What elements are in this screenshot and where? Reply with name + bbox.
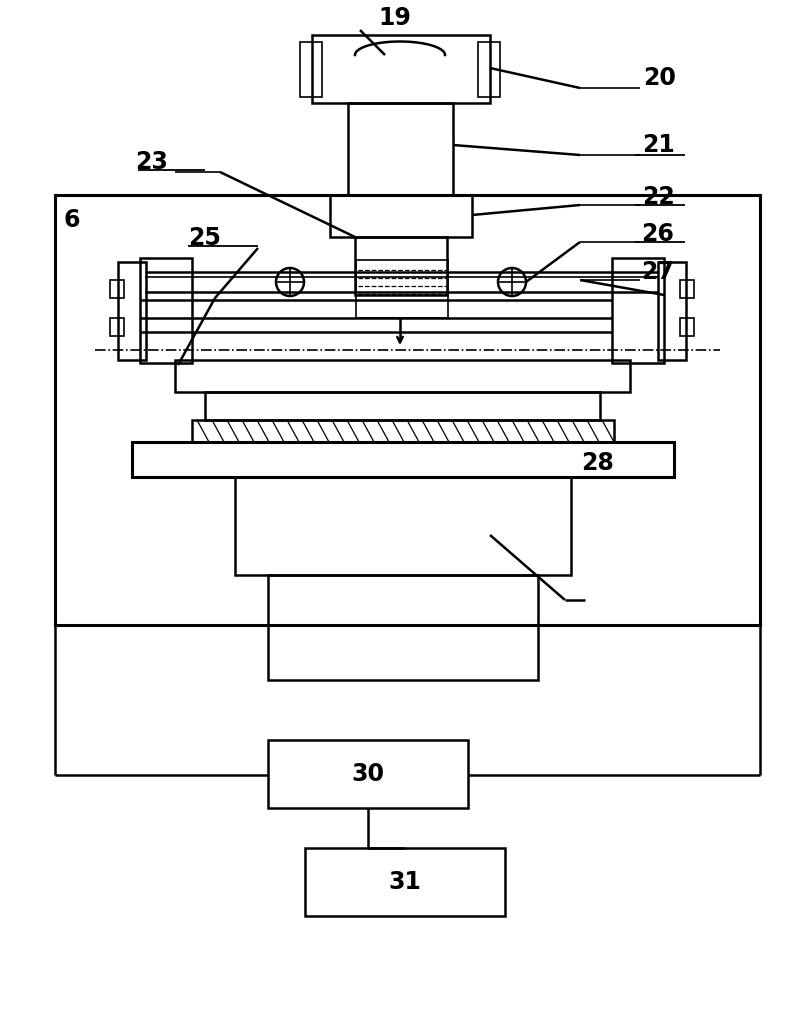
Bar [132,442,674,477]
Bar [175,360,630,392]
Bar [192,420,614,442]
Bar [680,280,694,298]
Text: 23: 23 [135,150,169,174]
Text: 19: 19 [378,6,411,30]
Text: 6: 6 [64,208,80,232]
Text: 28: 28 [582,451,614,475]
Bar [348,103,453,196]
Bar [305,848,505,916]
Bar [110,280,124,298]
Bar [235,477,571,575]
Text: 22: 22 [642,185,674,209]
Bar [268,575,538,680]
Bar [118,262,146,360]
Text: 26: 26 [642,222,674,246]
Bar [612,258,664,363]
Bar [680,318,694,336]
Bar [356,260,448,318]
Text: 27: 27 [642,260,674,284]
Bar [110,318,124,336]
Bar [55,196,760,625]
Bar [268,740,468,808]
Bar [658,262,686,360]
Bar [330,196,472,237]
Text: 30: 30 [351,762,385,786]
Bar [355,237,447,295]
Text: 25: 25 [189,226,222,250]
Bar [205,392,600,420]
Bar [300,42,322,97]
Bar [478,42,500,97]
Text: 21: 21 [642,133,674,157]
Bar [140,258,192,363]
Bar [312,35,490,103]
Text: 31: 31 [389,870,422,894]
Text: 20: 20 [643,66,677,90]
